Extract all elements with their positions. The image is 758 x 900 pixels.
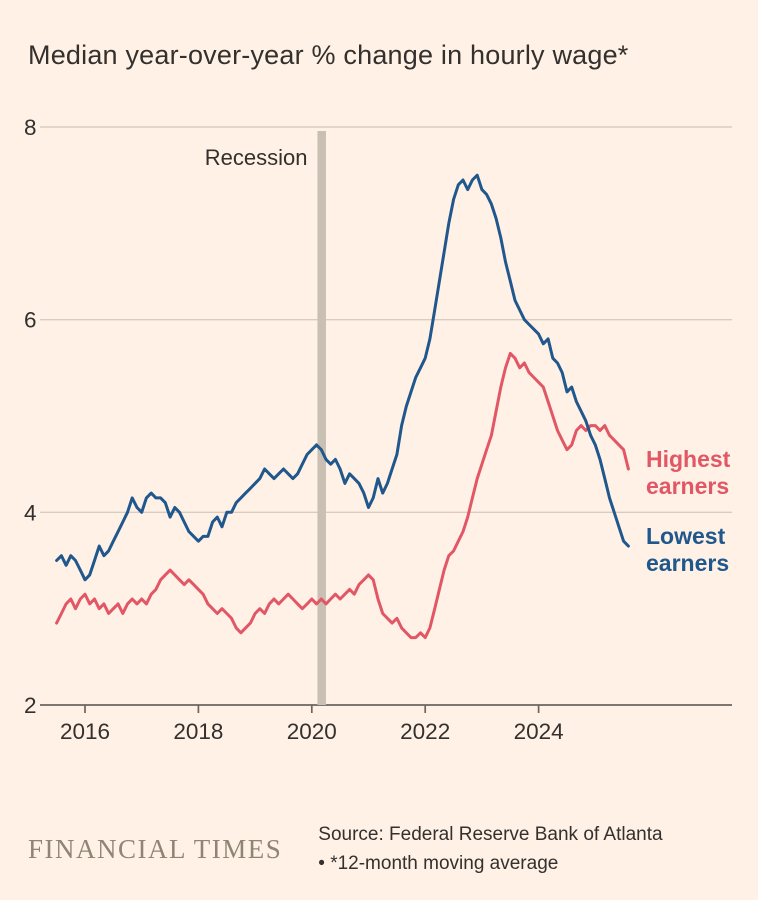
financial-times-logo: FINANCIAL TIMES [28, 834, 283, 865]
wage-growth-line-chart: 2 4 6 8 Recession 2016 2018 2020 2022 2024 Highest… [24, 115, 732, 744]
x-tick-label: 2018 [173, 719, 223, 744]
source-note: Source: Federal Reserve Bank of Atlanta … [318, 821, 662, 878]
footnote-line: • *12-month moving average [318, 852, 559, 874]
y-tick-label: 8 [24, 115, 37, 140]
y-tick-label: 2 [24, 693, 37, 718]
series-label-highest-earners: Highest earners [646, 446, 731, 499]
recession-label: Recession [205, 145, 308, 170]
x-tick-label: 2016 [60, 719, 110, 744]
x-tick-label: 2022 [400, 719, 450, 744]
y-tick-label: 6 [24, 308, 37, 333]
series-label-lowest-earners: Lowest earners [646, 523, 729, 576]
source-line: Source: Federal Reserve Bank of Atlanta [318, 824, 663, 846]
y-tick-label: 4 [24, 500, 37, 525]
x-tick-label: 2020 [287, 719, 337, 744]
series-line-highest-earners [55, 351, 630, 640]
x-tick-label: 2024 [514, 719, 564, 744]
chart-footer: FINANCIAL TIMES Source: Federal Reserve … [0, 771, 758, 878]
chart-title: Median year-over-year % change in hourly… [28, 40, 629, 70]
series-line-lowest-earners [55, 173, 630, 582]
recession-band [317, 131, 326, 706]
wage-chart-card: Median year-over-year % change in hourly… [0, 40, 758, 878]
